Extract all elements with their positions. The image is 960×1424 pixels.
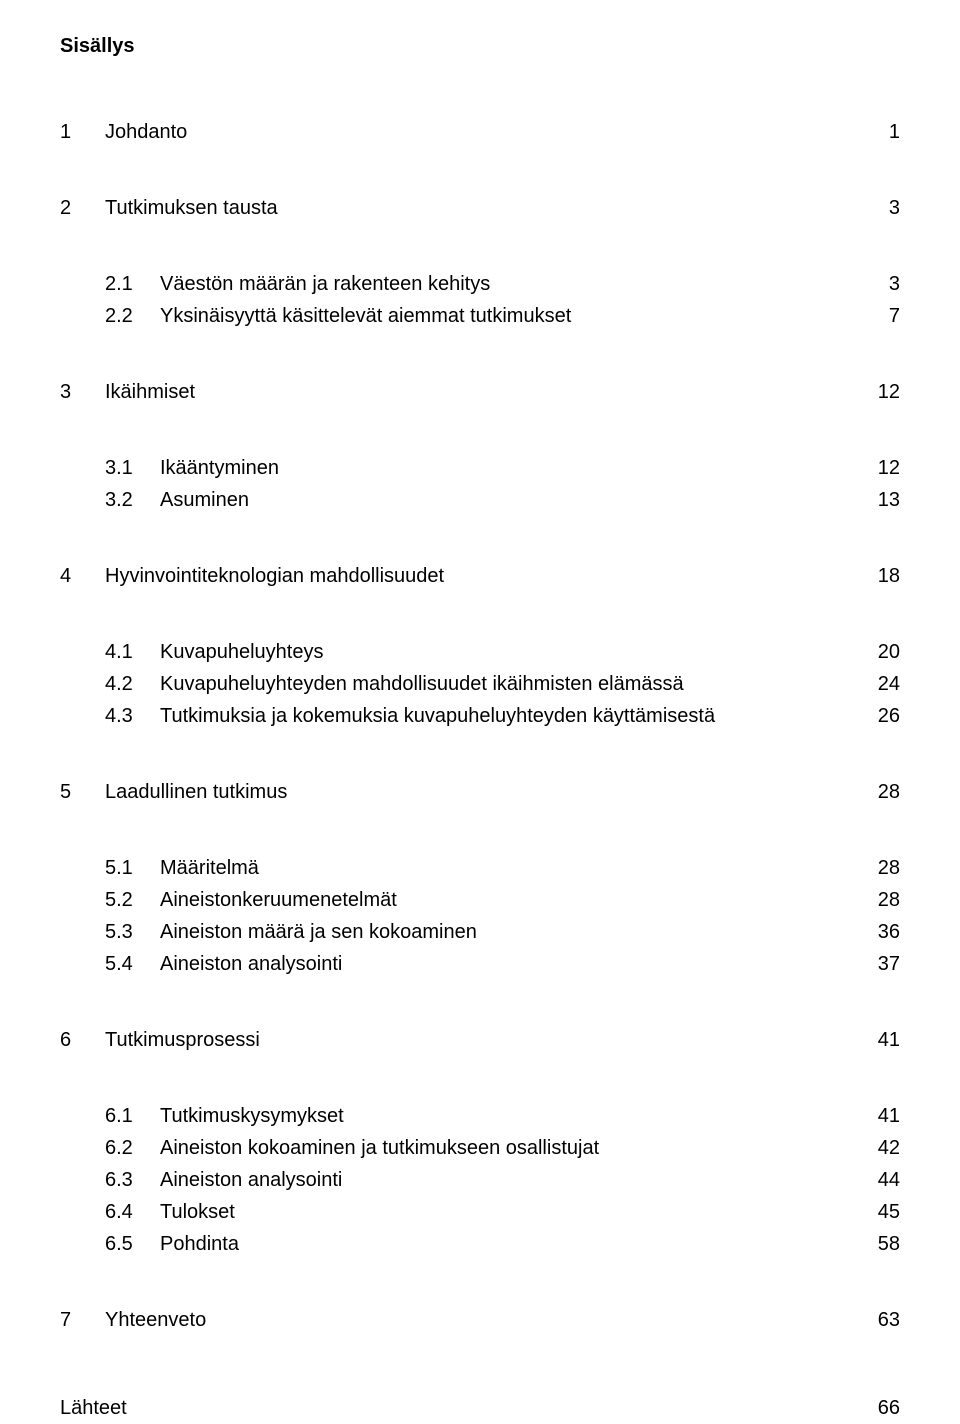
toc-page: 20 xyxy=(878,636,900,668)
toc-label: Aineiston analysointi xyxy=(160,1164,342,1196)
toc-page: 28 xyxy=(878,884,900,916)
toc-page: 66 xyxy=(878,1392,900,1424)
toc-page: 3 xyxy=(889,268,900,300)
toc-page: 18 xyxy=(878,560,900,592)
toc-label: Yhteenveto xyxy=(105,1304,206,1336)
toc-page: 45 xyxy=(878,1196,900,1228)
toc-label: Aineistonkeruumenetelmät xyxy=(160,884,397,916)
toc-number: 3 xyxy=(60,376,105,408)
toc-entry-4: 4 Hyvinvointiteknologian mahdollisuudet … xyxy=(60,560,900,592)
toc-page: 12 xyxy=(878,452,900,484)
toc-page: 1 xyxy=(889,116,900,148)
toc-label: Kuvapuheluyhteys xyxy=(160,636,323,668)
toc-entry-6-4: 6.4 Tulokset 45 xyxy=(60,1196,900,1228)
toc-number: 2.1 xyxy=(105,268,160,300)
toc-page: 42 xyxy=(878,1132,900,1164)
toc-label: Tutkimuksia ja kokemuksia kuvapuheluyhte… xyxy=(160,700,715,732)
toc-label: Lähteet xyxy=(60,1392,127,1424)
toc-number: 5.3 xyxy=(105,916,160,948)
toc-label: Ikääntyminen xyxy=(160,452,279,484)
toc-page: 3 xyxy=(889,192,900,224)
toc-entry-3: 3 Ikäihmiset 12 xyxy=(60,376,900,408)
toc-entry-2-1: 2.1 Väestön määrän ja rakenteen kehitys … xyxy=(60,268,900,300)
toc-number: 5.1 xyxy=(105,852,160,884)
toc-page: 36 xyxy=(878,916,900,948)
toc-number: 5 xyxy=(60,776,105,808)
toc-entry-4-1: 4.1 Kuvapuheluyhteys 20 xyxy=(60,636,900,668)
toc-label: Tulokset xyxy=(160,1196,235,1228)
toc-number: 3.2 xyxy=(105,484,160,516)
toc-page: 28 xyxy=(878,852,900,884)
toc-number: 7 xyxy=(60,1304,105,1336)
toc-entry-2-2: 2.2 Yksinäisyyttä käsittelevät aiemmat t… xyxy=(60,300,900,332)
toc-entry-3-1: 3.1 Ikääntyminen 12 xyxy=(60,452,900,484)
toc-label: Tutkimuksen tausta xyxy=(105,192,278,224)
toc-page: 12 xyxy=(878,376,900,408)
toc-entry-2: 2 Tutkimuksen tausta 3 xyxy=(60,192,900,224)
toc-entry-4-3: 4.3 Tutkimuksia ja kokemuksia kuvapuhelu… xyxy=(60,700,900,732)
toc-entry-1: 1 Johdanto 1 xyxy=(60,116,900,148)
toc-page: 58 xyxy=(878,1228,900,1260)
toc-label: Aineiston määrä ja sen kokoaminen xyxy=(160,916,477,948)
toc-label: Aineiston analysointi xyxy=(160,948,342,980)
toc-number: 4.2 xyxy=(105,668,160,700)
toc-entry-6-1: 6.1 Tutkimuskysymykset 41 xyxy=(60,1100,900,1132)
toc-label: Laadullinen tutkimus xyxy=(105,776,287,808)
toc-entry-5-4: 5.4 Aineiston analysointi 37 xyxy=(60,948,900,980)
toc-entry-5-2: 5.2 Aineistonkeruumenetelmät 28 xyxy=(60,884,900,916)
toc-label: Ikäihmiset xyxy=(105,376,195,408)
toc-number: 6.2 xyxy=(105,1132,160,1164)
toc-number: 2 xyxy=(60,192,105,224)
toc-page: 28 xyxy=(878,776,900,808)
toc-entry-references: Lähteet 66 xyxy=(60,1392,900,1424)
toc-title: Sisällys xyxy=(60,30,900,62)
toc-page: 37 xyxy=(878,948,900,980)
toc-number: 6.3 xyxy=(105,1164,160,1196)
toc-number: 3.1 xyxy=(105,452,160,484)
toc-entry-7: 7 Yhteenveto 63 xyxy=(60,1304,900,1336)
toc-number: 4.3 xyxy=(105,700,160,732)
toc-number: 2.2 xyxy=(105,300,160,332)
toc-label: Määritelmä xyxy=(160,852,259,884)
toc-label: Aineiston kokoaminen ja tutkimukseen osa… xyxy=(160,1132,599,1164)
toc-label: Tutkimuskysymykset xyxy=(160,1100,344,1132)
toc-number: 4 xyxy=(60,560,105,592)
toc-page: 26 xyxy=(878,700,900,732)
toc-label: Johdanto xyxy=(105,116,187,148)
toc-page: 41 xyxy=(878,1100,900,1132)
toc-number: 6.4 xyxy=(105,1196,160,1228)
toc-entry-6-2: 6.2 Aineiston kokoaminen ja tutkimukseen… xyxy=(60,1132,900,1164)
toc-entry-5: 5 Laadullinen tutkimus 28 xyxy=(60,776,900,808)
toc-number: 6.5 xyxy=(105,1228,160,1260)
toc-page: 41 xyxy=(878,1024,900,1056)
toc-label: Yksinäisyyttä käsittelevät aiemmat tutki… xyxy=(160,300,571,332)
toc-label: Väestön määrän ja rakenteen kehitys xyxy=(160,268,490,300)
toc-page: 63 xyxy=(878,1304,900,1336)
toc-number: 5.4 xyxy=(105,948,160,980)
toc-number: 4.1 xyxy=(105,636,160,668)
toc-entry-5-1: 5.1 Määritelmä 28 xyxy=(60,852,900,884)
toc-entry-6-5: 6.5 Pohdinta 58 xyxy=(60,1228,900,1260)
toc-number: 1 xyxy=(60,116,105,148)
toc-entry-6: 6 Tutkimusprosessi 41 xyxy=(60,1024,900,1056)
toc-entry-3-2: 3.2 Asuminen 13 xyxy=(60,484,900,516)
toc-entry-5-3: 5.3 Aineiston määrä ja sen kokoaminen 36 xyxy=(60,916,900,948)
toc-label: Tutkimusprosessi xyxy=(105,1024,260,1056)
toc-label: Asuminen xyxy=(160,484,249,516)
toc-entry-6-3: 6.3 Aineiston analysointi 44 xyxy=(60,1164,900,1196)
toc-page: 13 xyxy=(878,484,900,516)
toc-page: 24 xyxy=(878,668,900,700)
toc-number: 6 xyxy=(60,1024,105,1056)
toc-number: 5.2 xyxy=(105,884,160,916)
toc-page: 7 xyxy=(889,300,900,332)
toc-number: 6.1 xyxy=(105,1100,160,1132)
toc-label: Hyvinvointiteknologian mahdollisuudet xyxy=(105,560,444,592)
toc-page: 44 xyxy=(878,1164,900,1196)
toc-label: Kuvapuheluyhteyden mahdollisuudet ikäihm… xyxy=(160,668,684,700)
toc-entry-4-2: 4.2 Kuvapuheluyhteyden mahdollisuudet ik… xyxy=(60,668,900,700)
toc-label: Pohdinta xyxy=(160,1228,239,1260)
